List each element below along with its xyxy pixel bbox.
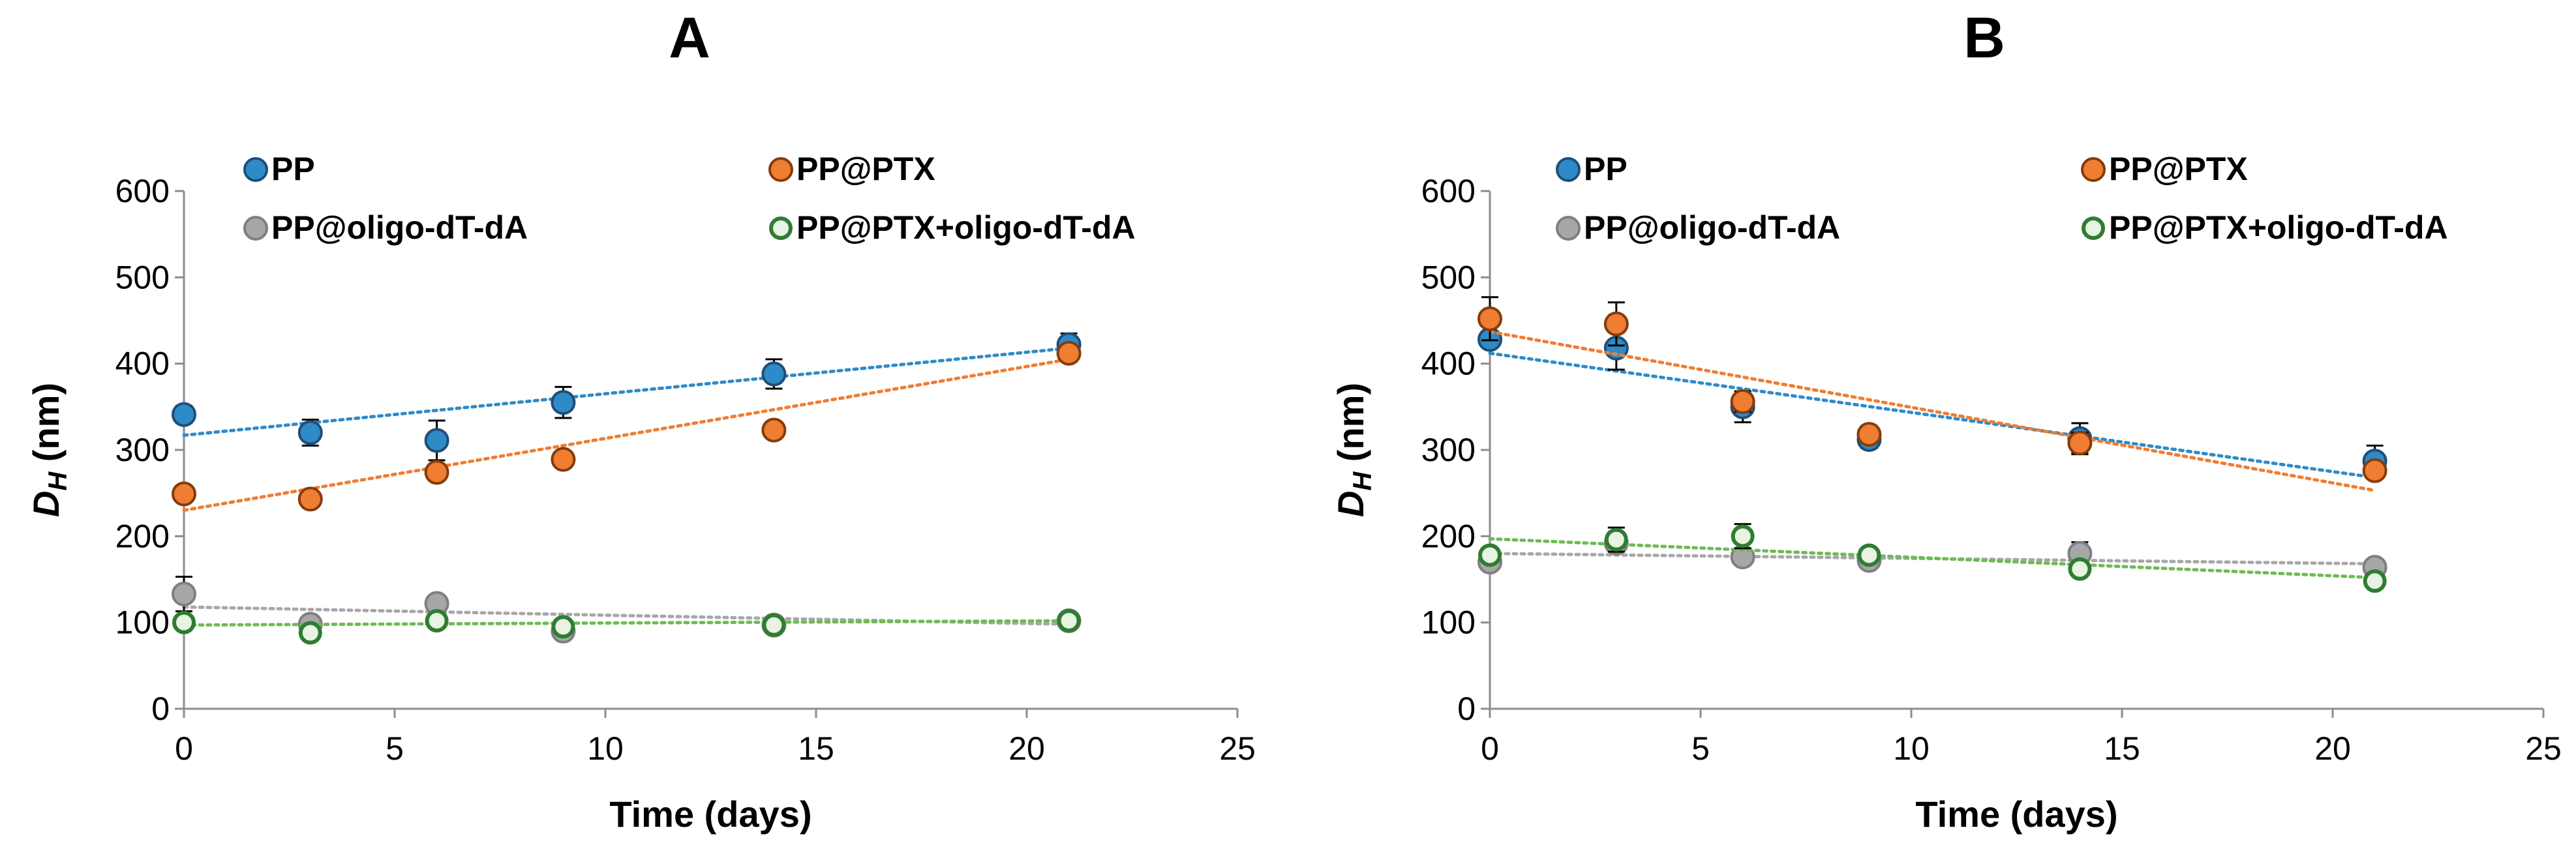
x-tick-label-a: 15 [798,730,834,767]
y-tick-label-a: 400 [115,346,170,382]
data-point-pp-ptx-oligo-dt-da-b [2363,569,2387,593]
legend-label-pp-ptx-oligo-dt-da-b: PP@PTX+oligo-dT-dA [2109,209,2448,246]
legend-label-pp-oligo-dt-da-b: PP@oligo-dT-dA [1584,209,1840,246]
y-tick-label-b: 400 [1421,346,1476,382]
data-point-pp-ptx-a [424,460,449,485]
data-point-pp-a [172,402,196,427]
x-tick-label-a: 10 [587,730,624,767]
x-tick-label-b: 5 [1691,730,1710,767]
legend-label-pp-ptx-oligo-dt-da-a: PP@PTX+oligo-dT-dA [796,209,1136,246]
x-tick-label-a: 25 [1219,730,1256,767]
data-point-pp-ptx-oligo-dt-da-a [172,610,196,634]
legend-marker-pp-ptx-oligo-dt-da-a [769,216,793,240]
y-tick-label-a: 500 [115,259,170,295]
legend-marker-pp-oligo-dt-da-a [243,216,268,241]
legend-marker-pp-oligo-dt-da-b [1556,216,1581,241]
legend-label-pp-b: PP [1584,151,1628,187]
y-axis-title-sub-a: H [44,471,72,491]
trendline-pp-ptx-a [182,357,1071,513]
y-tick-label-a: 0 [151,691,170,727]
y-axis-title-sub-b: H [1348,471,1377,491]
data-point-pp-ptx-b [1477,306,1502,331]
x-tick-label-a: 0 [175,730,193,767]
x-tick-label-b: 10 [1893,730,1930,767]
y-tick-label-b: 100 [1421,604,1476,641]
legend-marker-pp-ptx-oligo-dt-da-b [2082,216,2105,240]
y-tick-label-a: 600 [115,173,170,209]
y-tick-label-b: 600 [1421,173,1476,209]
x-tick-label-b: 20 [2314,730,2351,767]
data-point-pp-ptx-b [1730,389,1755,414]
y-tick-label-a: 300 [115,432,170,468]
y-axis-title-unit-a: (nm) [25,383,67,472]
x-tick-label-a: 5 [386,730,404,767]
legend-marker-pp-b [1556,157,1581,182]
data-point-pp-a [761,361,787,387]
trendline-pp-b [1488,351,2377,479]
trendline-pp-ptx-oligo-dt-da-a [182,619,1071,627]
x-tick-label-b: 15 [2104,730,2140,767]
data-point-pp-ptx-oligo-dt-da-a [762,613,786,637]
legend-marker-pp-a [243,157,268,182]
chart-panel-a: A 0 100 200 300 400 500 600 0 5 10 15 20 25 Time (days… [25,5,1256,835]
x-axis-title-a: Time (days) [609,794,811,835]
data-point-pp-ptx-oligo-dt-da-a [425,609,449,633]
data-point-pp-ptx-b [1856,422,1882,447]
trendline-pp-a [182,346,1071,438]
data-point-pp-ptx-oligo-dt-da-b [1731,524,1755,548]
y-tick-label-b: 0 [1457,691,1476,727]
y-tick-label-b: 500 [1421,259,1476,295]
x-tick-label-b: 0 [1481,730,1499,767]
legend-label-pp-a: PP [271,151,315,187]
y-tick-label-a: 200 [115,518,170,554]
data-point-pp-ptx-a [297,486,323,512]
y-tick-label-b: 300 [1421,432,1476,468]
data-point-pp-ptx-a [551,447,576,472]
chart-panel-b: B 0 100 200 300 400 500 600 0 5 10 15 20 25 Time (days… [1330,5,2562,835]
trendline-pp-ptx-b [1488,330,2377,492]
data-point-pp-ptx-oligo-dt-da-b [1857,543,1881,567]
data-point-pp-a [424,428,449,453]
data-point-pp-ptx-a [761,417,787,443]
data-point-pp-ptx-oligo-dt-da-a [298,621,322,645]
data-point-pp-oligo-dt-da-a [172,581,196,606]
data-point-pp-ptx-b [2067,430,2093,456]
y-tick-label-b: 200 [1421,518,1476,554]
y-axis-title-b: DH (nm) [1330,383,1377,517]
x-axis-title-b: Time (days) [1915,794,2117,835]
data-point-pp-ptx-oligo-dt-da-a [1057,609,1081,633]
trendline-pp-ptx-oligo-dt-da-b [1488,537,2377,580]
y-axis-title-a: DH (nm) [25,383,72,517]
y-axis-title-unit-b: (nm) [1330,383,1371,472]
x-tick-label-a: 20 [1008,730,1045,767]
data-point-pp-ptx-b [2362,458,2387,483]
data-point-pp-ptx-a [1056,340,1082,366]
legend-label-pp-ptx-b: PP@PTX [2109,151,2248,187]
data-point-pp-ptx-oligo-dt-da-b [1478,543,1502,567]
y-tick-label-a: 100 [115,604,170,641]
y-axis-title-main-b: D [1330,491,1371,517]
data-point-pp-ptx-oligo-dt-da-b [2068,557,2092,581]
data-point-pp-ptx-oligo-dt-da-b [1604,528,1628,552]
legend-marker-pp-ptx-a [768,157,793,182]
legend-label-pp-ptx-a: PP@PTX [796,151,935,187]
legend-label-pp-oligo-dt-da-a: PP@oligo-dT-dA [271,209,528,246]
data-point-pp-ptx-b [1603,311,1629,336]
data-point-pp-ptx-oligo-dt-da-a [551,615,575,639]
data-point-pp-ptx-a [172,481,196,507]
panel-title-a: A [669,5,710,70]
legend-marker-pp-ptx-b [2081,157,2106,182]
data-point-pp-a [297,420,323,445]
x-tick-label-b: 25 [2525,730,2562,767]
panel-title-b: B [1963,5,2005,70]
y-axis-title-main-a: D [25,491,67,517]
data-point-pp-a [551,390,576,415]
